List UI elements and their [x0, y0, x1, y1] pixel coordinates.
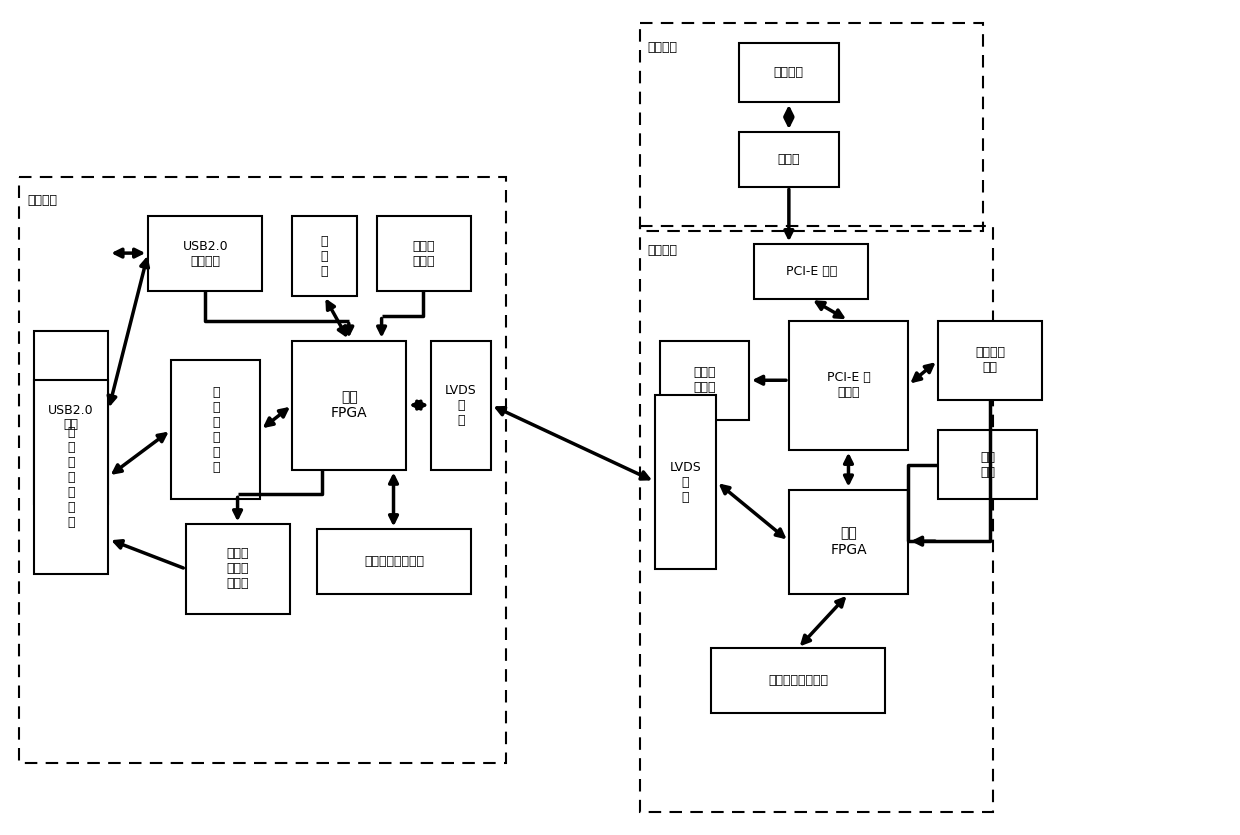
Bar — [660, 341, 749, 420]
Text: 局部配置
芯片: 局部配置 芯片 — [975, 347, 1006, 374]
Bar — [754, 244, 868, 299]
Text: 第一主板: 第一主板 — [27, 195, 57, 207]
Bar — [789, 321, 908, 450]
Text: 第一
FPGA: 第一 FPGA — [331, 390, 367, 420]
Bar — [739, 43, 838, 102]
Text: 测试软件: 测试软件 — [774, 66, 804, 78]
Text: 存
储
器: 存 储 器 — [321, 235, 329, 277]
Bar — [937, 430, 1037, 499]
Text: 电
平
转
换
电
路: 电 平 转 换 电 路 — [212, 386, 219, 474]
Bar — [655, 395, 717, 569]
Text: 第二主板: 第二主板 — [647, 244, 678, 257]
Text: 时钟
模块: 时钟 模块 — [980, 451, 994, 478]
Bar — [186, 524, 290, 614]
Bar — [317, 529, 471, 594]
Text: LVDS
接
口: LVDS 接 口 — [670, 461, 702, 504]
Text: PCI-E 接口: PCI-E 接口 — [786, 265, 837, 278]
Text: 第一编程配置芯片: 第一编程配置芯片 — [365, 555, 424, 568]
Text: 电压调
整模块: 电压调 整模块 — [693, 367, 715, 394]
Bar — [293, 216, 357, 296]
Text: 驱动层: 驱动层 — [777, 153, 800, 165]
Bar — [789, 489, 908, 594]
Text: USB2.0
接口: USB2.0 接口 — [48, 403, 94, 432]
Text: USB2.0
主控芯片: USB2.0 主控芯片 — [182, 240, 228, 267]
Bar — [33, 331, 108, 504]
Bar — [33, 380, 108, 574]
Bar — [937, 321, 1042, 400]
Text: 摄
像
头
并
行
接
口: 摄 像 头 并 行 接 口 — [67, 426, 74, 529]
Text: PCI-E 桥
接芯片: PCI-E 桥 接芯片 — [827, 372, 870, 399]
Text: 电脑主机: 电脑主机 — [647, 41, 678, 53]
Bar — [293, 341, 407, 469]
Bar — [377, 216, 471, 291]
Text: 电压调
整电路: 电压调 整电路 — [413, 240, 435, 267]
Text: 第二编程配置芯片: 第二编程配置芯片 — [769, 674, 828, 687]
Bar — [432, 341, 491, 469]
Bar — [640, 226, 992, 812]
Text: 摄像头
电源控
制电路: 摄像头 电源控 制电路 — [227, 548, 249, 590]
Bar — [19, 177, 506, 762]
Text: LVDS
接
口: LVDS 接 口 — [445, 383, 477, 427]
Bar — [640, 23, 982, 231]
Bar — [712, 649, 885, 713]
Bar — [171, 361, 260, 499]
Bar — [739, 132, 838, 186]
Text: 第二
FPGA: 第二 FPGA — [830, 527, 867, 557]
Bar — [148, 216, 263, 291]
